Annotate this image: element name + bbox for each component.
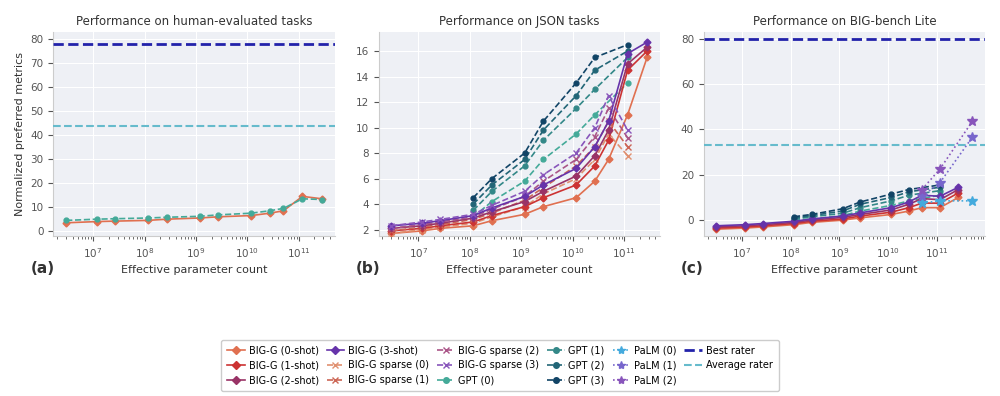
Text: (a): (a) [31, 261, 55, 276]
Title: Performance on human-evaluated tasks: Performance on human-evaluated tasks [76, 15, 312, 28]
Text: (c): (c) [681, 261, 704, 276]
Text: (b): (b) [356, 261, 381, 276]
X-axis label: Effective parameter count: Effective parameter count [771, 265, 918, 275]
Title: Performance on BIG-bench Lite: Performance on BIG-bench Lite [753, 15, 936, 28]
Title: Performance on JSON tasks: Performance on JSON tasks [439, 15, 599, 28]
Legend: BIG-G (0-shot), BIG-G (1-shot), BIG-G (2-shot), BIG-G (3-shot), BIG-G sparse (0): BIG-G (0-shot), BIG-G (1-shot), BIG-G (2… [221, 340, 779, 391]
X-axis label: Effective parameter count: Effective parameter count [446, 265, 592, 275]
X-axis label: Effective parameter count: Effective parameter count [121, 265, 267, 275]
Y-axis label: Normalized preferred metrics: Normalized preferred metrics [15, 52, 25, 216]
